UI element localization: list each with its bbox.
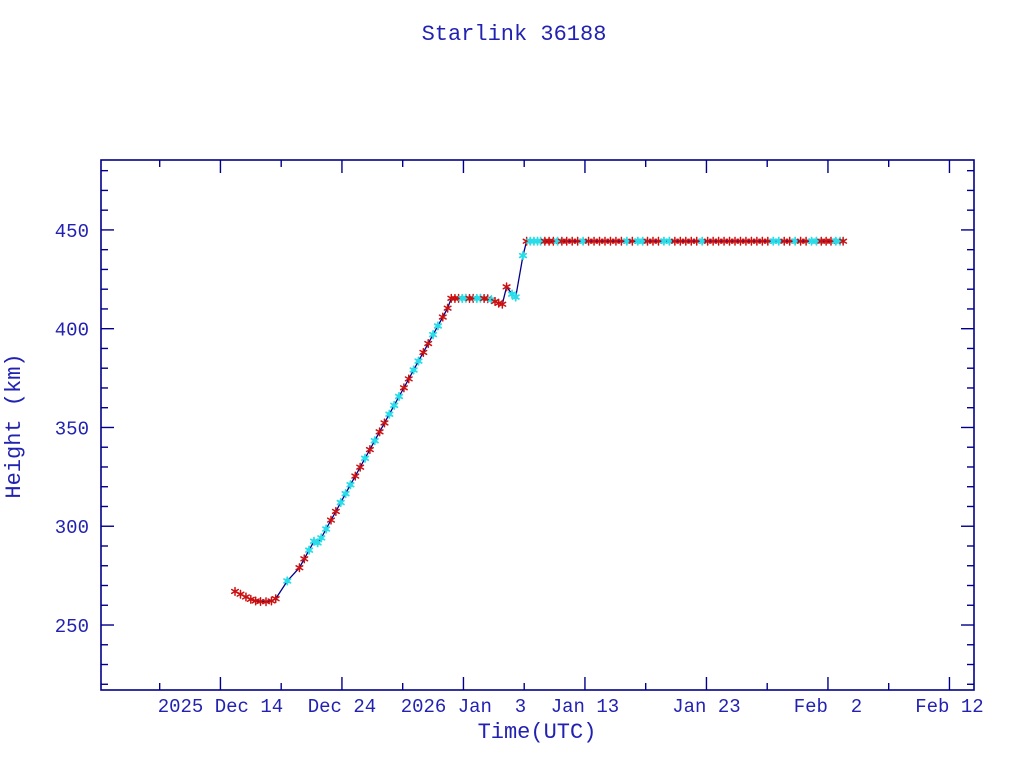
data-point [424,338,433,349]
data-point [394,391,404,402]
data-point [419,347,428,357]
data-point [341,489,350,499]
data-point [236,589,245,599]
data-point [365,445,374,455]
chart-title: Starlink 36188 [422,22,607,47]
data-point [380,418,389,428]
x-axis-title: Time(UTC) [478,720,597,745]
x-tick-label: Feb 2 [794,696,862,718]
x-tick-label: 2025 Dec 14 [158,696,283,718]
data-point [399,383,408,393]
data-point [390,400,399,410]
x-tick-label: Jan 13 [551,696,619,718]
data-point [720,236,729,246]
series-line [234,240,844,603]
data-point [271,594,280,604]
data-series [230,236,848,607]
data-point [518,251,528,261]
plot-frame [100,159,975,691]
data-point [553,236,562,246]
data-point [375,427,384,437]
data-point [511,292,520,302]
x-tick-label: Jan 23 [672,696,740,718]
data-point [502,282,511,292]
y-tick-label: 450 [55,221,89,243]
data-point [385,409,394,419]
data-point [498,299,507,309]
data-point [246,594,255,604]
data-point [370,436,379,446]
data-point [433,321,443,331]
data-point [313,538,322,548]
data-point [230,586,240,596]
y-tick-label: 250 [55,616,89,638]
y-tick-label: 300 [55,517,89,539]
data-point [812,236,821,246]
data-point [346,480,355,490]
data-point [638,236,647,246]
y-axis-title: Height (km) [2,353,27,498]
data-point [295,563,304,573]
data-point [351,471,360,481]
data-point [409,365,418,375]
data-point [326,515,336,525]
data-point [414,356,423,366]
data-point [404,374,413,384]
axes: 2025 Dec 14 Dec 24 2026 Jan 3 Jan 13 Jan 23 F… [55,159,984,718]
x-tick-label: Feb 12 [915,696,983,718]
data-point [356,462,365,472]
x-tick-label: Dec 24 [308,696,376,718]
x-tick-label: 2026 Jan 3 [401,696,526,718]
y-tick-label: 400 [55,320,89,342]
data-point [443,303,452,313]
data-point [283,576,292,586]
data-point [241,592,250,602]
data-point [360,453,370,463]
data-point [428,330,438,340]
data-point [438,312,447,322]
data-point [300,554,309,564]
data-point [305,545,314,555]
y-tick-label: 350 [55,418,89,440]
data-point [317,533,326,543]
data-point [839,236,848,246]
data-point [331,506,340,516]
data-point [336,497,345,508]
data-point [322,524,331,534]
